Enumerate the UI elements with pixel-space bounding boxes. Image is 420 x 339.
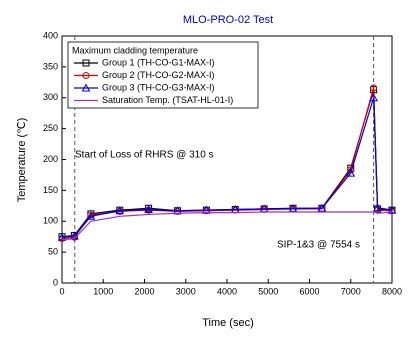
y-tick-label: 150	[43, 185, 58, 195]
x-tick-label: 1000	[93, 286, 113, 296]
y-tick-label: 400	[43, 30, 58, 40]
series-line	[61, 211, 393, 241]
y-tick-label: 100	[43, 216, 58, 226]
data-point	[369, 93, 378, 102]
data-point	[346, 168, 356, 177]
data-point	[57, 232, 67, 241]
x-tick-label: 0	[59, 286, 64, 296]
y-tick-label: 350	[43, 61, 58, 71]
x-tick-label: 4000	[217, 286, 237, 296]
x-tick-label: 7000	[341, 286, 361, 296]
legend-label: Group 3 (TH-CO-G3-MAX-I)	[102, 82, 215, 92]
y-tick-label: 300	[43, 92, 58, 102]
legend-marker	[82, 72, 90, 79]
annotation: SIP-1&3 @ 7554 s	[277, 240, 360, 251]
data-point	[317, 203, 327, 212]
data-point	[373, 203, 382, 212]
annotation: Start of Loss of RHRS @ 310 s	[75, 150, 214, 161]
x-tick-label: 8000	[382, 286, 402, 296]
chart-title: MLO-PRO-02 Test	[183, 14, 273, 26]
data-point	[387, 205, 397, 214]
x-axis-label: Time (sec)	[202, 317, 254, 329]
x-tick-label: 2000	[134, 286, 154, 296]
legend-label: Group 1 (TH-CO-G1-MAX-I)	[102, 57, 215, 67]
data-point	[370, 84, 378, 92]
data-point	[388, 207, 396, 215]
x-tick-label: 6000	[299, 286, 319, 296]
series-line	[61, 97, 393, 238]
series-line	[61, 89, 393, 238]
data-point	[86, 211, 96, 220]
x-tick-label: 5000	[258, 286, 278, 296]
y-axis-label: Temperature (℃)	[16, 118, 28, 203]
legend-label: Group 2 (TH-CO-G2-MAX-I)	[102, 70, 215, 80]
y-tick-label: 50	[48, 247, 58, 257]
y-tick-label: 0	[53, 277, 58, 287]
series-line	[61, 87, 393, 240]
data-point	[144, 204, 153, 214]
legend-marker	[82, 59, 90, 67]
x-tick-label: 3000	[176, 286, 196, 296]
legend-box	[67, 41, 259, 109]
y-tick-label: 250	[43, 123, 58, 133]
legend-label: Saturation Temp. (TSAT-HL-01-I)	[102, 95, 233, 105]
legend-marker	[81, 83, 91, 92]
legend-title: Maximum cladding temperature	[72, 45, 198, 55]
data-point	[115, 206, 125, 215]
y-tick-label: 200	[43, 154, 58, 164]
data-point	[174, 207, 181, 215]
